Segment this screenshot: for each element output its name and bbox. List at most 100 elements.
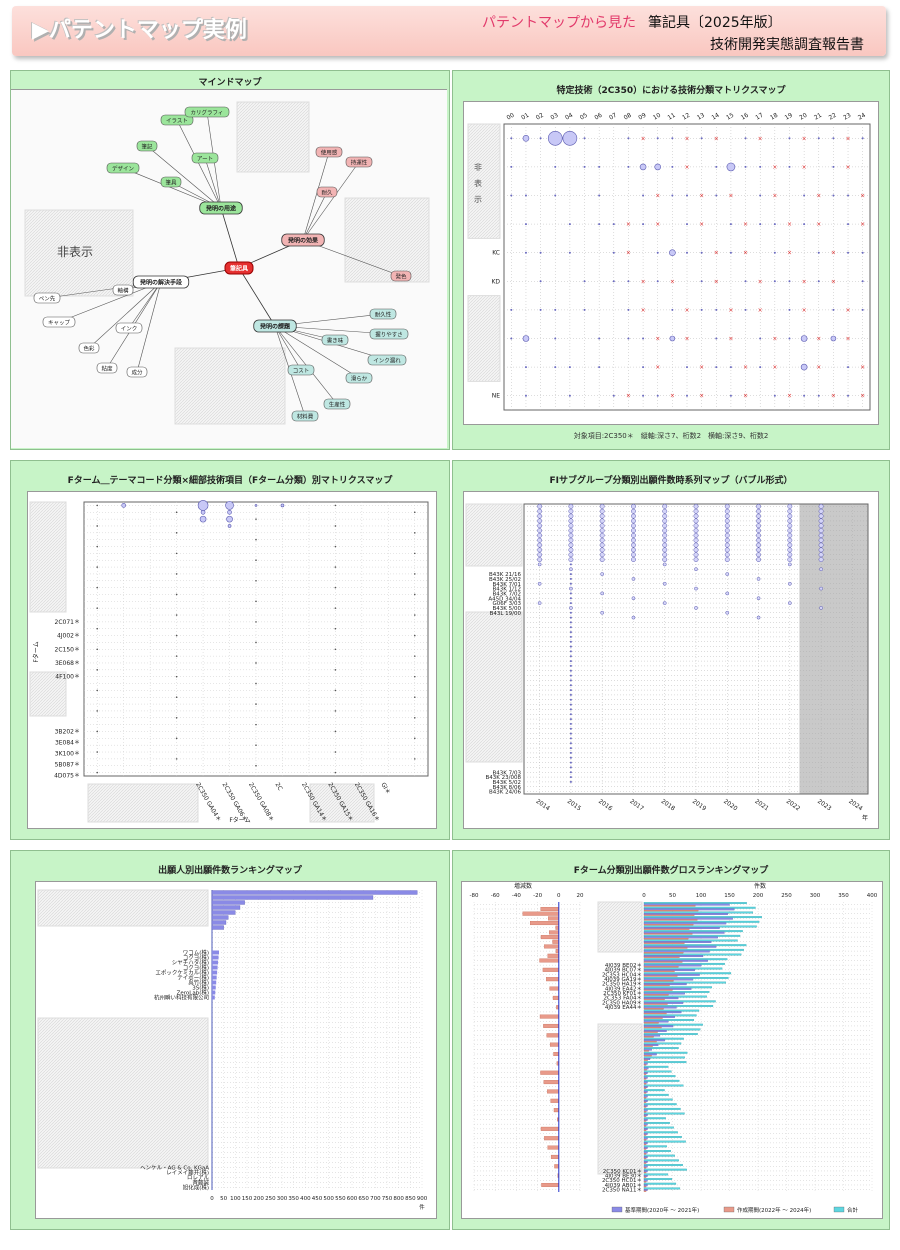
matrix-bubble bbox=[334, 751, 337, 753]
total-bar bbox=[643, 1140, 686, 1143]
y-tick-label: B43K 24/06 bbox=[489, 790, 521, 796]
time-bubble bbox=[631, 596, 636, 601]
panel-title: Fターム＿テーマコード分類×細部技術項目（Fターム分類）別マトリクスマップ bbox=[67, 476, 393, 486]
time-bubble bbox=[693, 523, 699, 529]
time-bubble bbox=[568, 503, 574, 509]
time-bubble bbox=[537, 562, 542, 567]
time-bubble bbox=[569, 567, 573, 572]
hidden-area bbox=[465, 611, 523, 763]
hidden-area bbox=[37, 1017, 209, 1169]
period-bar bbox=[643, 1031, 658, 1033]
base-bar bbox=[643, 1146, 648, 1149]
ranking1-chart: 0 50 100 150 200 250 300 350 400 450 500 550 600 650 7… bbox=[37, 889, 428, 1211]
y-tick-label: 4J039 EA44＊ bbox=[605, 1004, 642, 1011]
mindmap-leaf-node bbox=[184, 106, 230, 118]
time-bubble bbox=[537, 557, 543, 563]
matrix-bubble bbox=[568, 251, 571, 254]
zero-mark: × bbox=[728, 336, 733, 343]
matrix-bubble bbox=[612, 280, 615, 283]
total-bar bbox=[643, 1187, 681, 1190]
time-bubble bbox=[818, 508, 824, 514]
matrix-bubble bbox=[255, 764, 257, 767]
ranking-bar bbox=[211, 890, 418, 895]
legend-label: 基準期間(2020年 ～ 2021年) bbox=[625, 1206, 699, 1214]
matrix-bubble bbox=[96, 648, 99, 651]
matrix-bubble bbox=[510, 137, 513, 140]
matrix-bubble bbox=[568, 394, 571, 397]
x-tick-label: 01 bbox=[520, 112, 530, 122]
time-bubble bbox=[724, 552, 730, 558]
zero-mark: × bbox=[846, 336, 851, 343]
period-bar bbox=[643, 956, 680, 958]
matrix-bubble bbox=[175, 511, 178, 514]
time-bubble bbox=[569, 756, 572, 759]
period-bar bbox=[643, 980, 674, 982]
mindmap-leaf-node bbox=[345, 156, 373, 168]
time-bubble bbox=[787, 581, 792, 586]
change-bar bbox=[548, 916, 559, 921]
matrix-bubble bbox=[744, 308, 747, 311]
matrix-bubble bbox=[413, 716, 416, 719]
panel-title: 特定技術（2C350）における技術分類マトリクスマップ bbox=[556, 86, 786, 96]
x-tick-label: 750 bbox=[382, 1196, 393, 1202]
y-tick-label: 2C350 KF01＊ bbox=[603, 990, 642, 997]
matrix-bubble bbox=[686, 251, 688, 254]
total-bar bbox=[643, 962, 725, 965]
matrix-bubble bbox=[200, 509, 206, 515]
time-bubble bbox=[537, 581, 542, 586]
time-bubble bbox=[818, 528, 824, 534]
child-edge bbox=[122, 167, 222, 209]
x-tick-label: 09 bbox=[637, 112, 647, 122]
time-bubble bbox=[599, 552, 605, 558]
forecast-area bbox=[799, 504, 868, 794]
mindmap-leaf-label: 成分 bbox=[131, 369, 143, 377]
x-tick-label: 18 bbox=[769, 112, 779, 122]
ranking-bar bbox=[211, 915, 229, 920]
period-bar bbox=[643, 1087, 647, 1089]
matrix-bubble bbox=[510, 194, 513, 197]
period-bar bbox=[643, 1185, 647, 1188]
mindmap-leaf-node bbox=[160, 176, 182, 188]
ranking-bar bbox=[211, 895, 374, 900]
mindmap-leaf-label: 粘度 bbox=[101, 365, 113, 373]
time-bubble bbox=[756, 615, 761, 620]
matrix-bubble bbox=[175, 675, 178, 678]
time-bubble bbox=[662, 581, 667, 586]
child-edge bbox=[136, 281, 162, 373]
base-bar bbox=[643, 1006, 677, 1009]
period-bar bbox=[643, 928, 690, 930]
time-bubble bbox=[631, 537, 636, 543]
time-bubble bbox=[819, 567, 823, 572]
child-edge bbox=[302, 161, 360, 241]
time-bubble bbox=[631, 532, 636, 538]
matrix-bubble bbox=[226, 515, 233, 523]
time-bubble bbox=[724, 557, 730, 563]
mindmap-leaf-label: 耐久 bbox=[321, 189, 333, 197]
mindmap-leaf-node bbox=[96, 362, 118, 374]
total-bar bbox=[643, 1117, 666, 1120]
matrix-bubble bbox=[686, 394, 688, 397]
x-tick-label: 22 bbox=[828, 112, 838, 122]
base-bar bbox=[643, 1062, 648, 1065]
time-bubble bbox=[694, 586, 698, 591]
time-bubble bbox=[569, 573, 572, 576]
y-tick-label: B43K 25/02 bbox=[489, 577, 521, 583]
base-bar bbox=[643, 955, 704, 958]
left-axis-label: 増減数 bbox=[514, 882, 532, 890]
time-bubble bbox=[724, 532, 730, 538]
time-bubble bbox=[693, 518, 699, 524]
matrix-bubble bbox=[255, 641, 257, 644]
matrix-bubble bbox=[832, 194, 835, 197]
base-bar bbox=[643, 1160, 648, 1163]
header-subtitle-pink: パテントマップから見た bbox=[482, 15, 636, 31]
time-bubble bbox=[724, 503, 730, 509]
mindmap-leaf-node bbox=[42, 316, 76, 328]
mindmap-leaf-label: 耐久性 bbox=[375, 311, 392, 319]
base-bar bbox=[643, 1076, 648, 1079]
matrix-bubble bbox=[175, 716, 178, 719]
x-tick-label: 550 bbox=[335, 1196, 346, 1202]
time-bubble bbox=[787, 503, 793, 509]
matrix-bubble bbox=[255, 662, 257, 664]
y-tick-label: B43K 21/16 bbox=[489, 572, 521, 578]
page-title: ▶パテントマップ実例 bbox=[32, 18, 247, 43]
